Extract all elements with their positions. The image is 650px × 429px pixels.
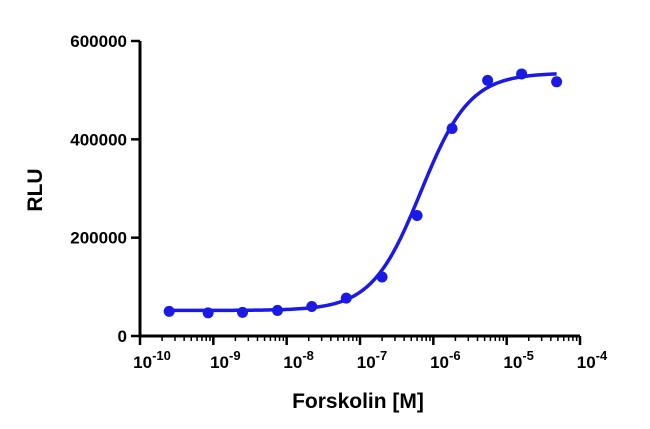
x-tick-label: 10-4 xyxy=(577,348,608,372)
data-point xyxy=(516,68,528,80)
x-axis: 10-10 10-9 10-8 10-7 10-6 10-5 10-4 xyxy=(133,334,608,372)
data-point xyxy=(237,306,249,318)
y-axis: 0 200000 400000 600000 xyxy=(70,32,142,346)
data-points xyxy=(163,68,563,319)
y-axis-ticks: 0 200000 400000 600000 xyxy=(70,32,140,346)
y-tick-label: 600000 xyxy=(70,32,127,51)
data-point xyxy=(306,301,318,312)
data-point xyxy=(411,210,423,222)
x-tick-label: 10-6 xyxy=(430,348,460,372)
y-tick-label: 0 xyxy=(118,327,127,346)
x-axis-ticks: 10-10 10-9 10-8 10-7 10-6 10-5 10-4 xyxy=(133,336,608,372)
fit-curve xyxy=(169,72,557,313)
x-tick-label: 10-9 xyxy=(210,348,240,372)
data-point xyxy=(340,292,352,304)
data-point xyxy=(376,271,388,283)
data-point xyxy=(482,74,494,86)
data-point xyxy=(446,123,458,135)
data-point xyxy=(551,76,563,88)
x-tick-label: 10-10 xyxy=(133,348,171,372)
x-tick-label: 10-5 xyxy=(503,348,533,372)
y-tick-label: 200000 xyxy=(70,229,127,248)
x-tick-label: 10-7 xyxy=(357,348,387,372)
data-point xyxy=(163,305,175,317)
x-tick-label: 10-8 xyxy=(283,348,313,372)
x-axis-title: Forskolin [M] xyxy=(292,390,424,413)
data-point xyxy=(272,304,284,316)
data-point xyxy=(202,307,214,319)
y-tick-label: 400000 xyxy=(70,130,127,149)
y-axis-title: RLU xyxy=(24,168,47,211)
